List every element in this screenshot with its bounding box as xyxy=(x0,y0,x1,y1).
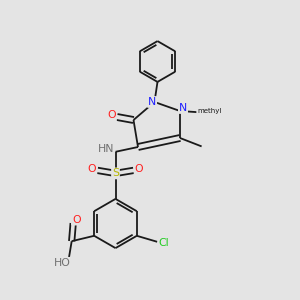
Text: O: O xyxy=(72,214,80,225)
Text: methyl: methyl xyxy=(197,108,221,114)
Text: S: S xyxy=(112,168,119,178)
Text: N: N xyxy=(148,97,156,107)
Text: O: O xyxy=(135,164,143,174)
Text: HN: HN xyxy=(98,144,114,154)
Text: N: N xyxy=(179,103,187,113)
Text: Cl: Cl xyxy=(158,238,169,248)
Text: O: O xyxy=(88,164,96,174)
Text: HO: HO xyxy=(54,258,70,268)
Text: O: O xyxy=(107,110,116,121)
